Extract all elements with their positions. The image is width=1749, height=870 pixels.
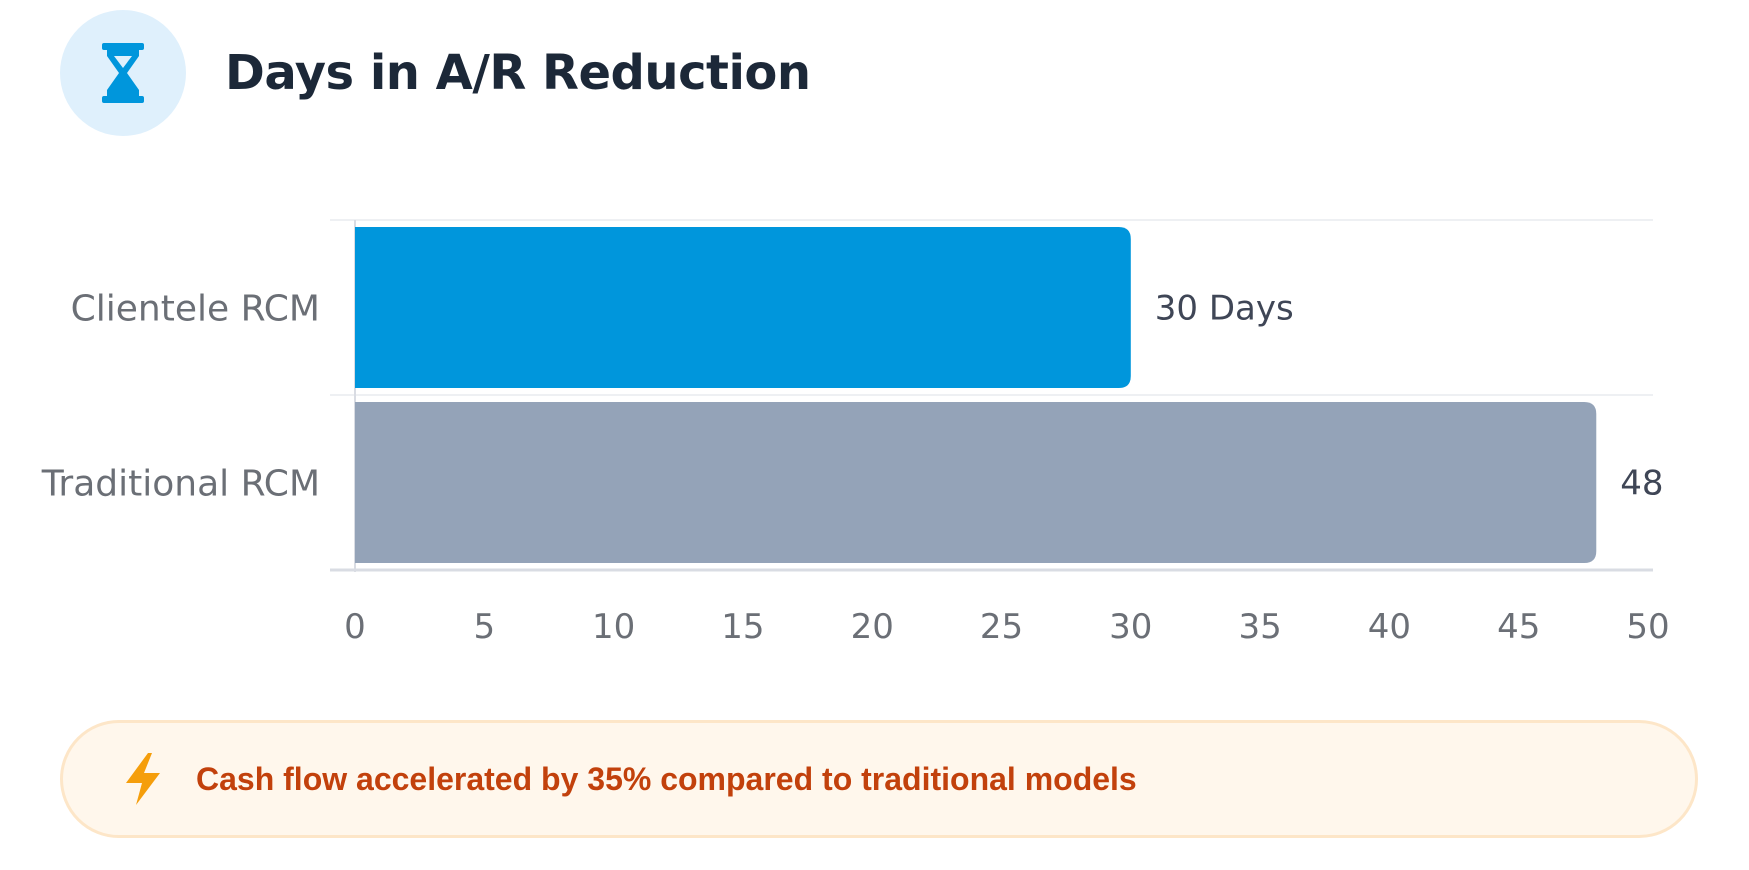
x-tick-label: 35 xyxy=(1238,607,1281,647)
chart-title: Days in A/R Reduction xyxy=(225,45,811,101)
insight-callout: Cash flow accelerated by 35% compared to… xyxy=(60,720,1698,838)
x-tick-label: 15 xyxy=(721,607,764,647)
x-tick-label: 30 xyxy=(1109,607,1152,647)
x-tick-label: 25 xyxy=(980,607,1023,647)
bar-chart: Clientele RCM 30 Days Traditional RCM 48 0 5 1… xyxy=(41,219,1670,647)
x-tick-label: 10 xyxy=(592,607,635,647)
callout-text: Cash flow accelerated by 35% compared to… xyxy=(196,760,1137,797)
hourglass-icon xyxy=(60,10,186,136)
category-label: Traditional RCM xyxy=(41,464,320,505)
x-tick-label: 40 xyxy=(1368,607,1411,647)
data-label: 48 xyxy=(1620,464,1663,504)
x-tick-label: 20 xyxy=(851,607,894,647)
x-tick-label: 45 xyxy=(1497,607,1540,647)
x-tick-label: 5 xyxy=(473,607,495,647)
header: Days in A/R Reduction xyxy=(60,10,811,136)
x-tick-label: 50 xyxy=(1626,607,1669,647)
data-label: 30 Days xyxy=(1155,289,1294,329)
category-label: Clientele RCM xyxy=(71,289,320,330)
bar-traditional-rcm xyxy=(355,402,1597,563)
bar-clientele-rcm xyxy=(355,227,1131,388)
lightning-icon xyxy=(126,753,160,805)
x-tick-label: 0 xyxy=(344,607,366,647)
